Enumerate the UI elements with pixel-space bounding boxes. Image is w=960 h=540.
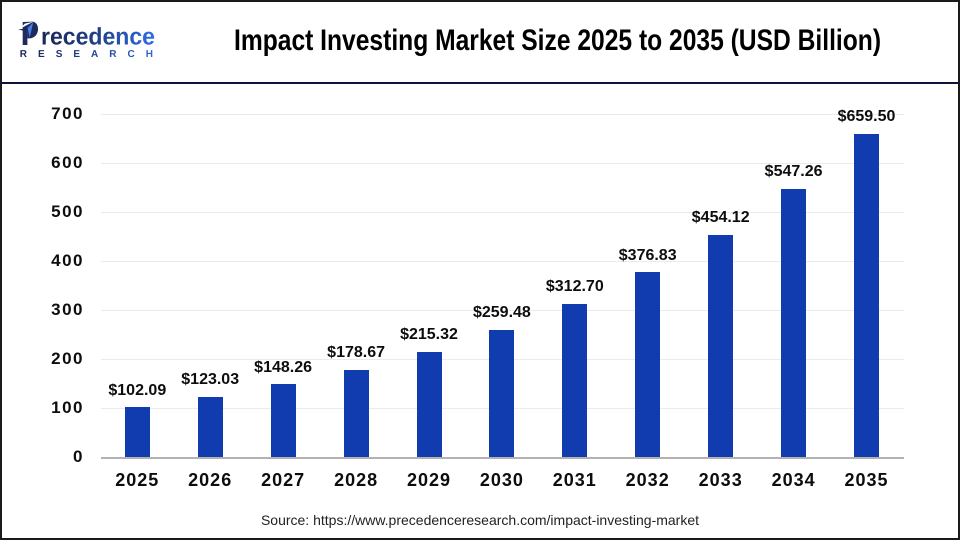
svg-text:RESEARCH: RESEARCH: [20, 49, 164, 60]
svg-text:recedence: recedence: [41, 24, 155, 51]
